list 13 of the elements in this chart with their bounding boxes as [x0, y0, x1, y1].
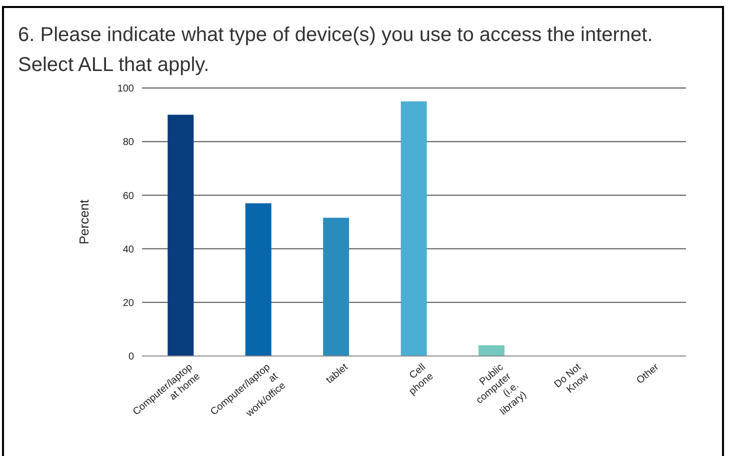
y-axis-title: Percent: [76, 199, 92, 244]
bar: [168, 114, 194, 356]
bar: [478, 345, 505, 356]
y-tick-label: 20: [122, 298, 134, 309]
chart-title: 6. Please indicate what type of device(s) you use to access the internet. Select ALL that apply.: [18, 23, 654, 78]
y-tick-label: 0: [128, 352, 134, 363]
bar: [400, 101, 427, 356]
y-tick-label: 40: [122, 244, 134, 256]
y-tick-label: 80: [122, 137, 134, 148]
y-tick-label: 60: [122, 190, 134, 202]
bar: [245, 203, 272, 356]
bar: [323, 218, 350, 356]
y-tick-label: 100: [117, 84, 134, 95]
